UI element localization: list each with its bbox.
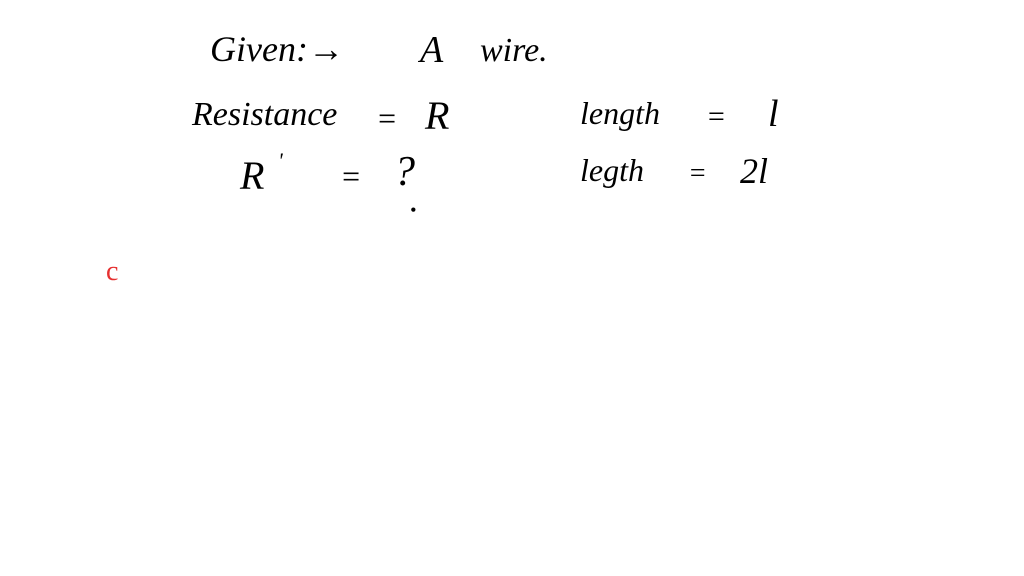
dot-under-q: •	[410, 200, 416, 221]
resistance-label: Resistance	[192, 96, 337, 134]
two-l-value: 2l	[740, 150, 768, 192]
article-a: A	[420, 28, 443, 72]
red-annotation: c	[106, 256, 118, 288]
equals-3: =	[340, 158, 362, 195]
equals-2: =	[706, 100, 726, 134]
length-value: l	[768, 92, 779, 136]
question-mark: ?	[394, 148, 415, 196]
equals-1: =	[376, 100, 398, 137]
given-label: Given:→	[210, 28, 344, 70]
r-prime-base: R	[240, 152, 264, 199]
resistance-value: R	[425, 92, 449, 139]
r-prime-mark: '	[278, 148, 283, 174]
equals-4: =	[688, 158, 707, 190]
wire-label: wire.	[480, 32, 548, 70]
legth-label: legth	[580, 152, 644, 189]
length-label: length	[580, 95, 660, 132]
